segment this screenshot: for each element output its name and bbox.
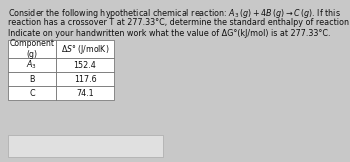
Text: $\Delta S°$ (J/molK): $\Delta S°$ (J/molK) <box>61 42 109 56</box>
Bar <box>8 58 56 72</box>
Text: 117.6: 117.6 <box>74 75 96 83</box>
Bar <box>56 86 114 100</box>
Text: 74.1: 74.1 <box>76 88 94 98</box>
Text: reaction has a crossover T at 277.33°C, determine the standard enthalpy of react: reaction has a crossover T at 277.33°C, … <box>8 18 350 27</box>
Text: Indicate on your handwritten work what the value of ΔG°(kJ/mol) is at 277.33°C.: Indicate on your handwritten work what t… <box>8 29 330 38</box>
Bar <box>56 72 114 86</box>
Bar <box>56 40 114 58</box>
Text: Component
(g): Component (g) <box>9 39 55 59</box>
Bar <box>8 72 56 86</box>
Text: 152.4: 152.4 <box>74 60 96 69</box>
Text: C: C <box>29 88 35 98</box>
Bar <box>8 40 56 58</box>
Bar <box>8 86 56 100</box>
Text: B: B <box>29 75 35 83</box>
Bar <box>56 58 114 72</box>
Text: Consider the following hypothetical chemical reaction: $A_3\,(g) + 4B\,(g) \righ: Consider the following hypothetical chem… <box>8 7 341 20</box>
Bar <box>8 135 163 157</box>
Text: $A_3$: $A_3$ <box>27 59 37 71</box>
